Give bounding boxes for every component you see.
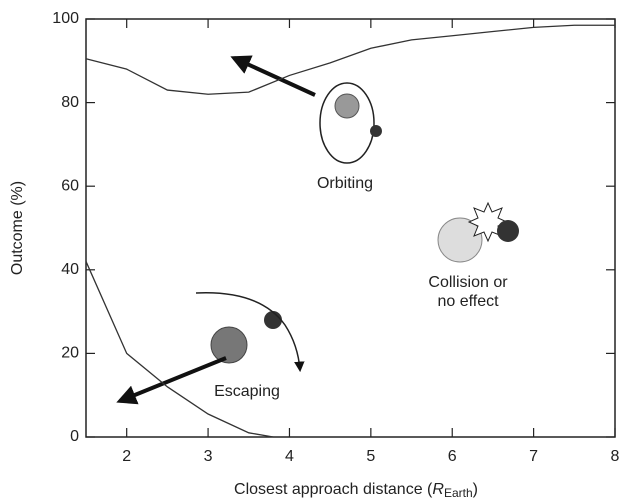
y-tick-label: 40 xyxy=(61,261,79,278)
x-axis-label-subscript: Earth xyxy=(444,486,473,500)
annotation: Escaping xyxy=(214,383,280,400)
x-tick-label: 2 xyxy=(122,448,131,465)
annotation: no effect xyxy=(437,293,499,310)
x-tick-label: 5 xyxy=(366,448,375,465)
y-tick-label: 20 xyxy=(61,345,79,362)
orbiting-illustration xyxy=(230,55,382,164)
y-tick-label: 0 xyxy=(70,428,79,445)
y-axis-label: Outcome (%) xyxy=(9,181,26,275)
x-tick-label: 4 xyxy=(285,448,294,465)
annotation: Orbiting xyxy=(317,175,373,192)
x-tick-label: 7 xyxy=(529,448,538,465)
line-series xyxy=(85,261,274,438)
escaping-illustration xyxy=(116,292,305,405)
y-tick-label: 60 xyxy=(61,177,79,194)
line-series xyxy=(85,24,615,95)
y-tick-label: 80 xyxy=(61,94,79,111)
x-axis-label-symbol: R xyxy=(432,481,444,498)
x-axis-label-close: ) xyxy=(473,481,478,498)
y-tick-label: 100 xyxy=(52,10,79,27)
x-tick-label: 3 xyxy=(204,448,213,465)
x-tick-label: 8 xyxy=(611,448,620,465)
x-tick-label: 6 xyxy=(448,448,457,465)
x-axis-label-text: Closest approach distance ( xyxy=(234,481,433,498)
collision-illustration xyxy=(437,201,519,263)
annotation: Collision or xyxy=(428,274,508,291)
x-axis-label: Closest approach distance (REarth) xyxy=(234,481,478,500)
plot-frame xyxy=(85,18,616,438)
